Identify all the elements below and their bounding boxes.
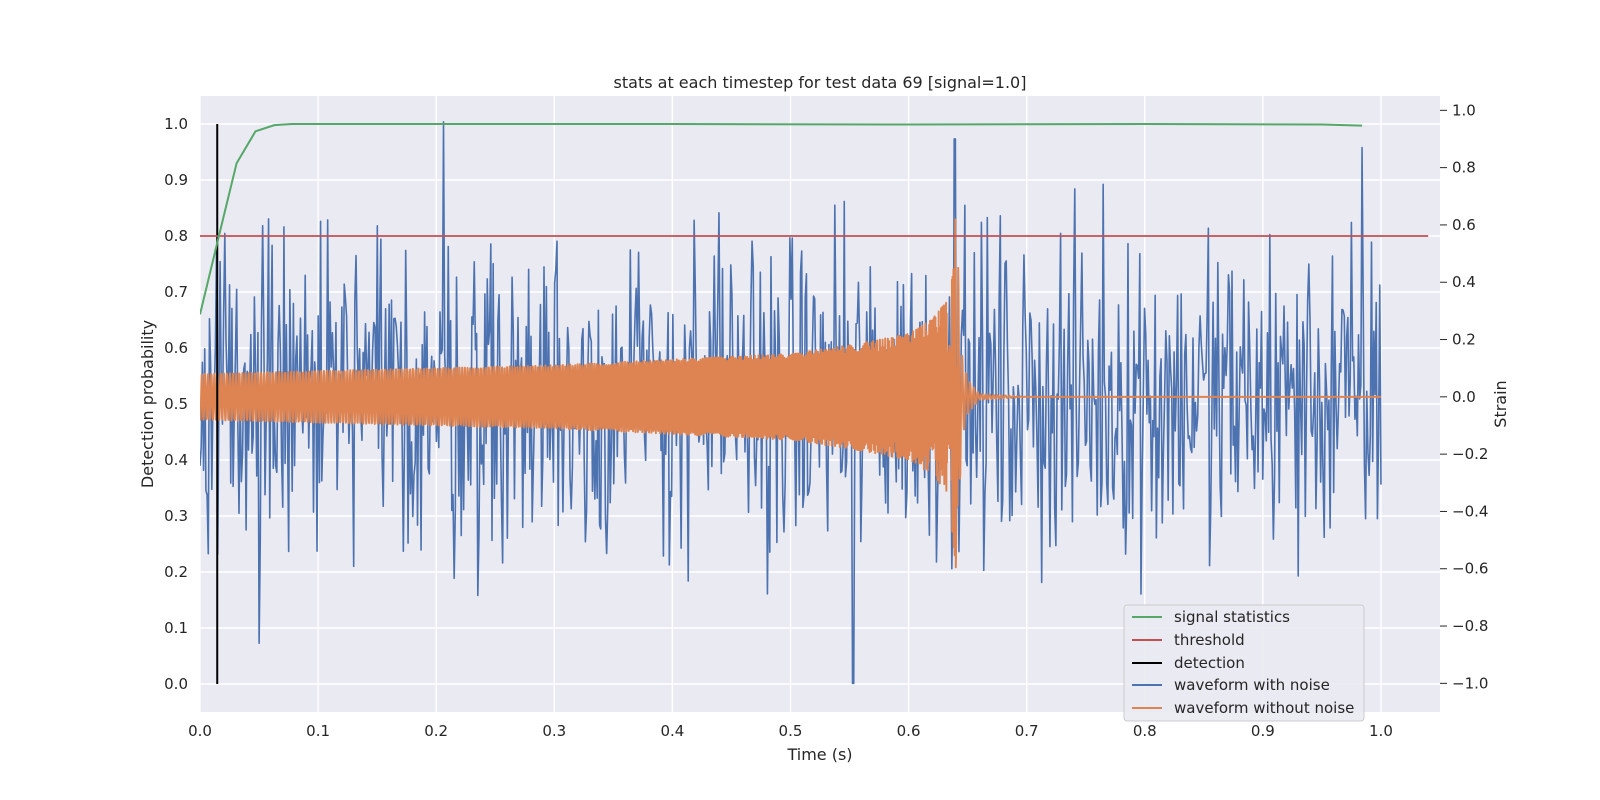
y-right-tick-label: 0.2: [1452, 331, 1476, 349]
x-axis-label: Time (s): [786, 745, 852, 764]
legend-entry-waveform-without-noise: waveform without noise: [1132, 699, 1354, 717]
y-right-tick-label: −1.0: [1452, 674, 1488, 692]
y-right-tick-label: −0.6: [1452, 560, 1488, 578]
legend-label-detection: detection: [1174, 654, 1245, 672]
legend: signal statistics threshold detection wa…: [1123, 604, 1365, 722]
y-right-tick-label: 0.4: [1452, 273, 1476, 291]
y-left-tick-label: 0.4: [164, 451, 188, 469]
legend-label-threshold: threshold: [1174, 631, 1245, 649]
y-axis-right-label: Strain: [1491, 380, 1510, 427]
x-tick-label: 0.8: [1133, 722, 1157, 740]
legend-label-signal-statistics: signal statistics: [1174, 608, 1290, 626]
y-left-tick-label: 0.2: [164, 563, 188, 581]
x-tick-label: 0.3: [542, 722, 566, 740]
x-tick-label: 0.1: [306, 722, 330, 740]
x-tick-label: 0.7: [1015, 722, 1039, 740]
x-tick-label: 0.5: [779, 722, 803, 740]
series-waveform-with-noise: [200, 120, 1382, 685]
y-right-tick-label: 0.8: [1452, 159, 1476, 177]
y-right-tick-label: −0.4: [1452, 502, 1488, 520]
x-tick-label: 0.4: [660, 722, 684, 740]
legend-frame: [1123, 604, 1365, 722]
y-right-tick-label: −0.2: [1452, 445, 1488, 463]
x-tick-label: 0.9: [1251, 722, 1275, 740]
x-axis: 0.0 0.1 0.2 0.3 0.4 0.5 0.6 0.7 0.8 0.9 1.0: [188, 722, 1393, 740]
y-left-tick-label: 0.1: [164, 619, 188, 637]
y-right-tick-label: 0.6: [1452, 216, 1476, 234]
legend-entry-detection: detection: [1132, 654, 1245, 672]
legend-label-waveform-without-noise: waveform without noise: [1174, 699, 1354, 717]
y-right-tick-label: 0.0: [1452, 388, 1476, 406]
x-tick-label: 0.6: [897, 722, 921, 740]
y-axis-left: 0.0 0.1 0.2 0.3 0.4 0.5 0.6 0.7 0.8 0.9 1.0: [164, 115, 188, 693]
legend-label-waveform-with-noise: waveform with noise: [1174, 676, 1330, 694]
y-axis-left-label: Detection probability: [138, 320, 157, 488]
y-left-tick-label: 0.0: [164, 675, 188, 693]
series-layer: [200, 120, 1429, 685]
x-tick-label: 0.2: [424, 722, 448, 740]
y-left-tick-label: 0.7: [164, 283, 188, 301]
series-waveform-without-noise: [200, 218, 1382, 569]
legend-entry-waveform-with-noise: waveform with noise: [1132, 676, 1330, 694]
y-left-tick-label: 1.0: [164, 115, 188, 133]
legend-entry-threshold: threshold: [1132, 631, 1245, 649]
y-axis-right: −1.0 −0.8 −0.6 −0.4 −0.2 0.0 0.2 0.4 0.6 0.8 1.0: [1440, 101, 1488, 692]
x-tick-label: 1.0: [1369, 722, 1393, 740]
legend-entry-signal-statistics: signal statistics: [1132, 608, 1290, 626]
y-right-tick-label: 1.0: [1452, 101, 1476, 119]
y-right-tick-label: −0.8: [1452, 617, 1488, 635]
y-left-tick-label: 0.9: [164, 171, 188, 189]
y-left-tick-label: 0.6: [164, 339, 188, 357]
x-tick-label: 0.0: [188, 722, 212, 740]
chart-title: stats at each timestep for test data 69 …: [614, 73, 1027, 92]
y-left-tick-label: 0.8: [164, 227, 188, 245]
series-signal-statistics: [200, 123, 1363, 315]
y-left-tick-label: 0.3: [164, 507, 188, 525]
y-left-tick-label: 0.5: [164, 395, 188, 413]
